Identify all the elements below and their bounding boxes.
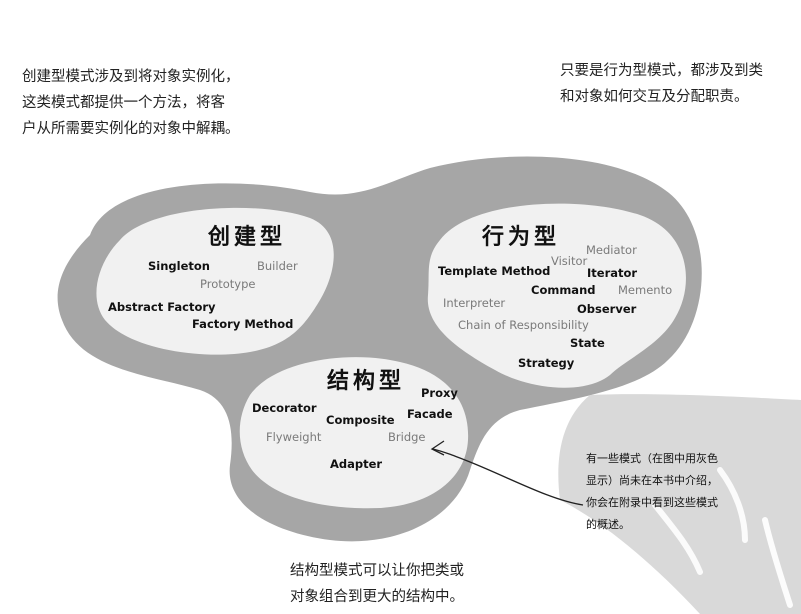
pattern-template-method: Template Method	[438, 264, 550, 278]
pattern-command: Command	[531, 283, 596, 297]
pattern-adapter: Adapter	[330, 457, 382, 471]
calligraphy-strokes	[607, 467, 793, 608]
structural-title: 结构型	[327, 368, 405, 394]
pointer-arrowhead	[430, 440, 445, 456]
creational-title: 创建型	[207, 225, 286, 250]
pattern-decorator: Decorator	[252, 401, 317, 415]
aside-note-line-3: 你会在附录中看到这些模式	[586, 495, 718, 509]
pattern-state: State	[570, 336, 605, 350]
creational-blob	[96, 207, 334, 355]
pattern-factory-method: Factory Method	[192, 317, 293, 331]
aside-note-line-4: 的概述。	[586, 517, 630, 531]
pattern-observer: Observer	[577, 302, 637, 316]
pattern-memento: Memento	[618, 283, 672, 297]
aside-note: 有一些模式（在图中用灰色 显示）尚未在本书中介绍， 你会在附录中看到这些模式 的…	[586, 451, 718, 531]
pattern-abstract-factory: Abstract Factory	[108, 300, 216, 314]
behavioral-title: 行为型	[481, 224, 560, 250]
pattern-builder: Builder	[257, 259, 298, 273]
creational-description: 创建型模式涉及到将对象实例化， 这类模式都提供一个方法，将客 户从所需要实例化的…	[22, 69, 240, 137]
calligraphy-watermark	[558, 394, 801, 614]
pattern-proxy: Proxy	[421, 386, 458, 400]
pattern-interpreter: Interpreter	[443, 296, 505, 310]
aside-note-line-2: 显示）尚未在本书中介绍，	[586, 473, 718, 487]
pattern-composite: Composite	[326, 413, 395, 427]
aside-note-line-1: 有一些模式（在图中用灰色	[586, 451, 718, 465]
pattern-flyweight: Flyweight	[266, 430, 322, 444]
pattern-bridge: Bridge	[388, 430, 426, 444]
structural-blob	[239, 357, 469, 509]
behavioral-blob	[427, 203, 686, 388]
pattern-facade: Facade	[407, 407, 453, 421]
pattern-visitor: Visitor	[551, 254, 588, 268]
pattern-iterator: Iterator	[587, 266, 637, 280]
pattern-strategy: Strategy	[518, 356, 575, 370]
pattern-chain-of-responsibility: Chain of Responsibility	[458, 318, 589, 332]
pattern-prototype: Prototype	[200, 277, 255, 291]
structural-description: 结构型模式可以让你把类或 对象组合到更大的结构中。	[290, 563, 464, 605]
pattern-mediator: Mediator	[586, 243, 637, 257]
behavioral-description: 只要是行为型模式，都涉及到类 和对象如何交互及分配职责。	[560, 63, 763, 105]
pattern-singleton: Singleton	[148, 259, 210, 273]
pointer-arrow	[432, 448, 584, 506]
